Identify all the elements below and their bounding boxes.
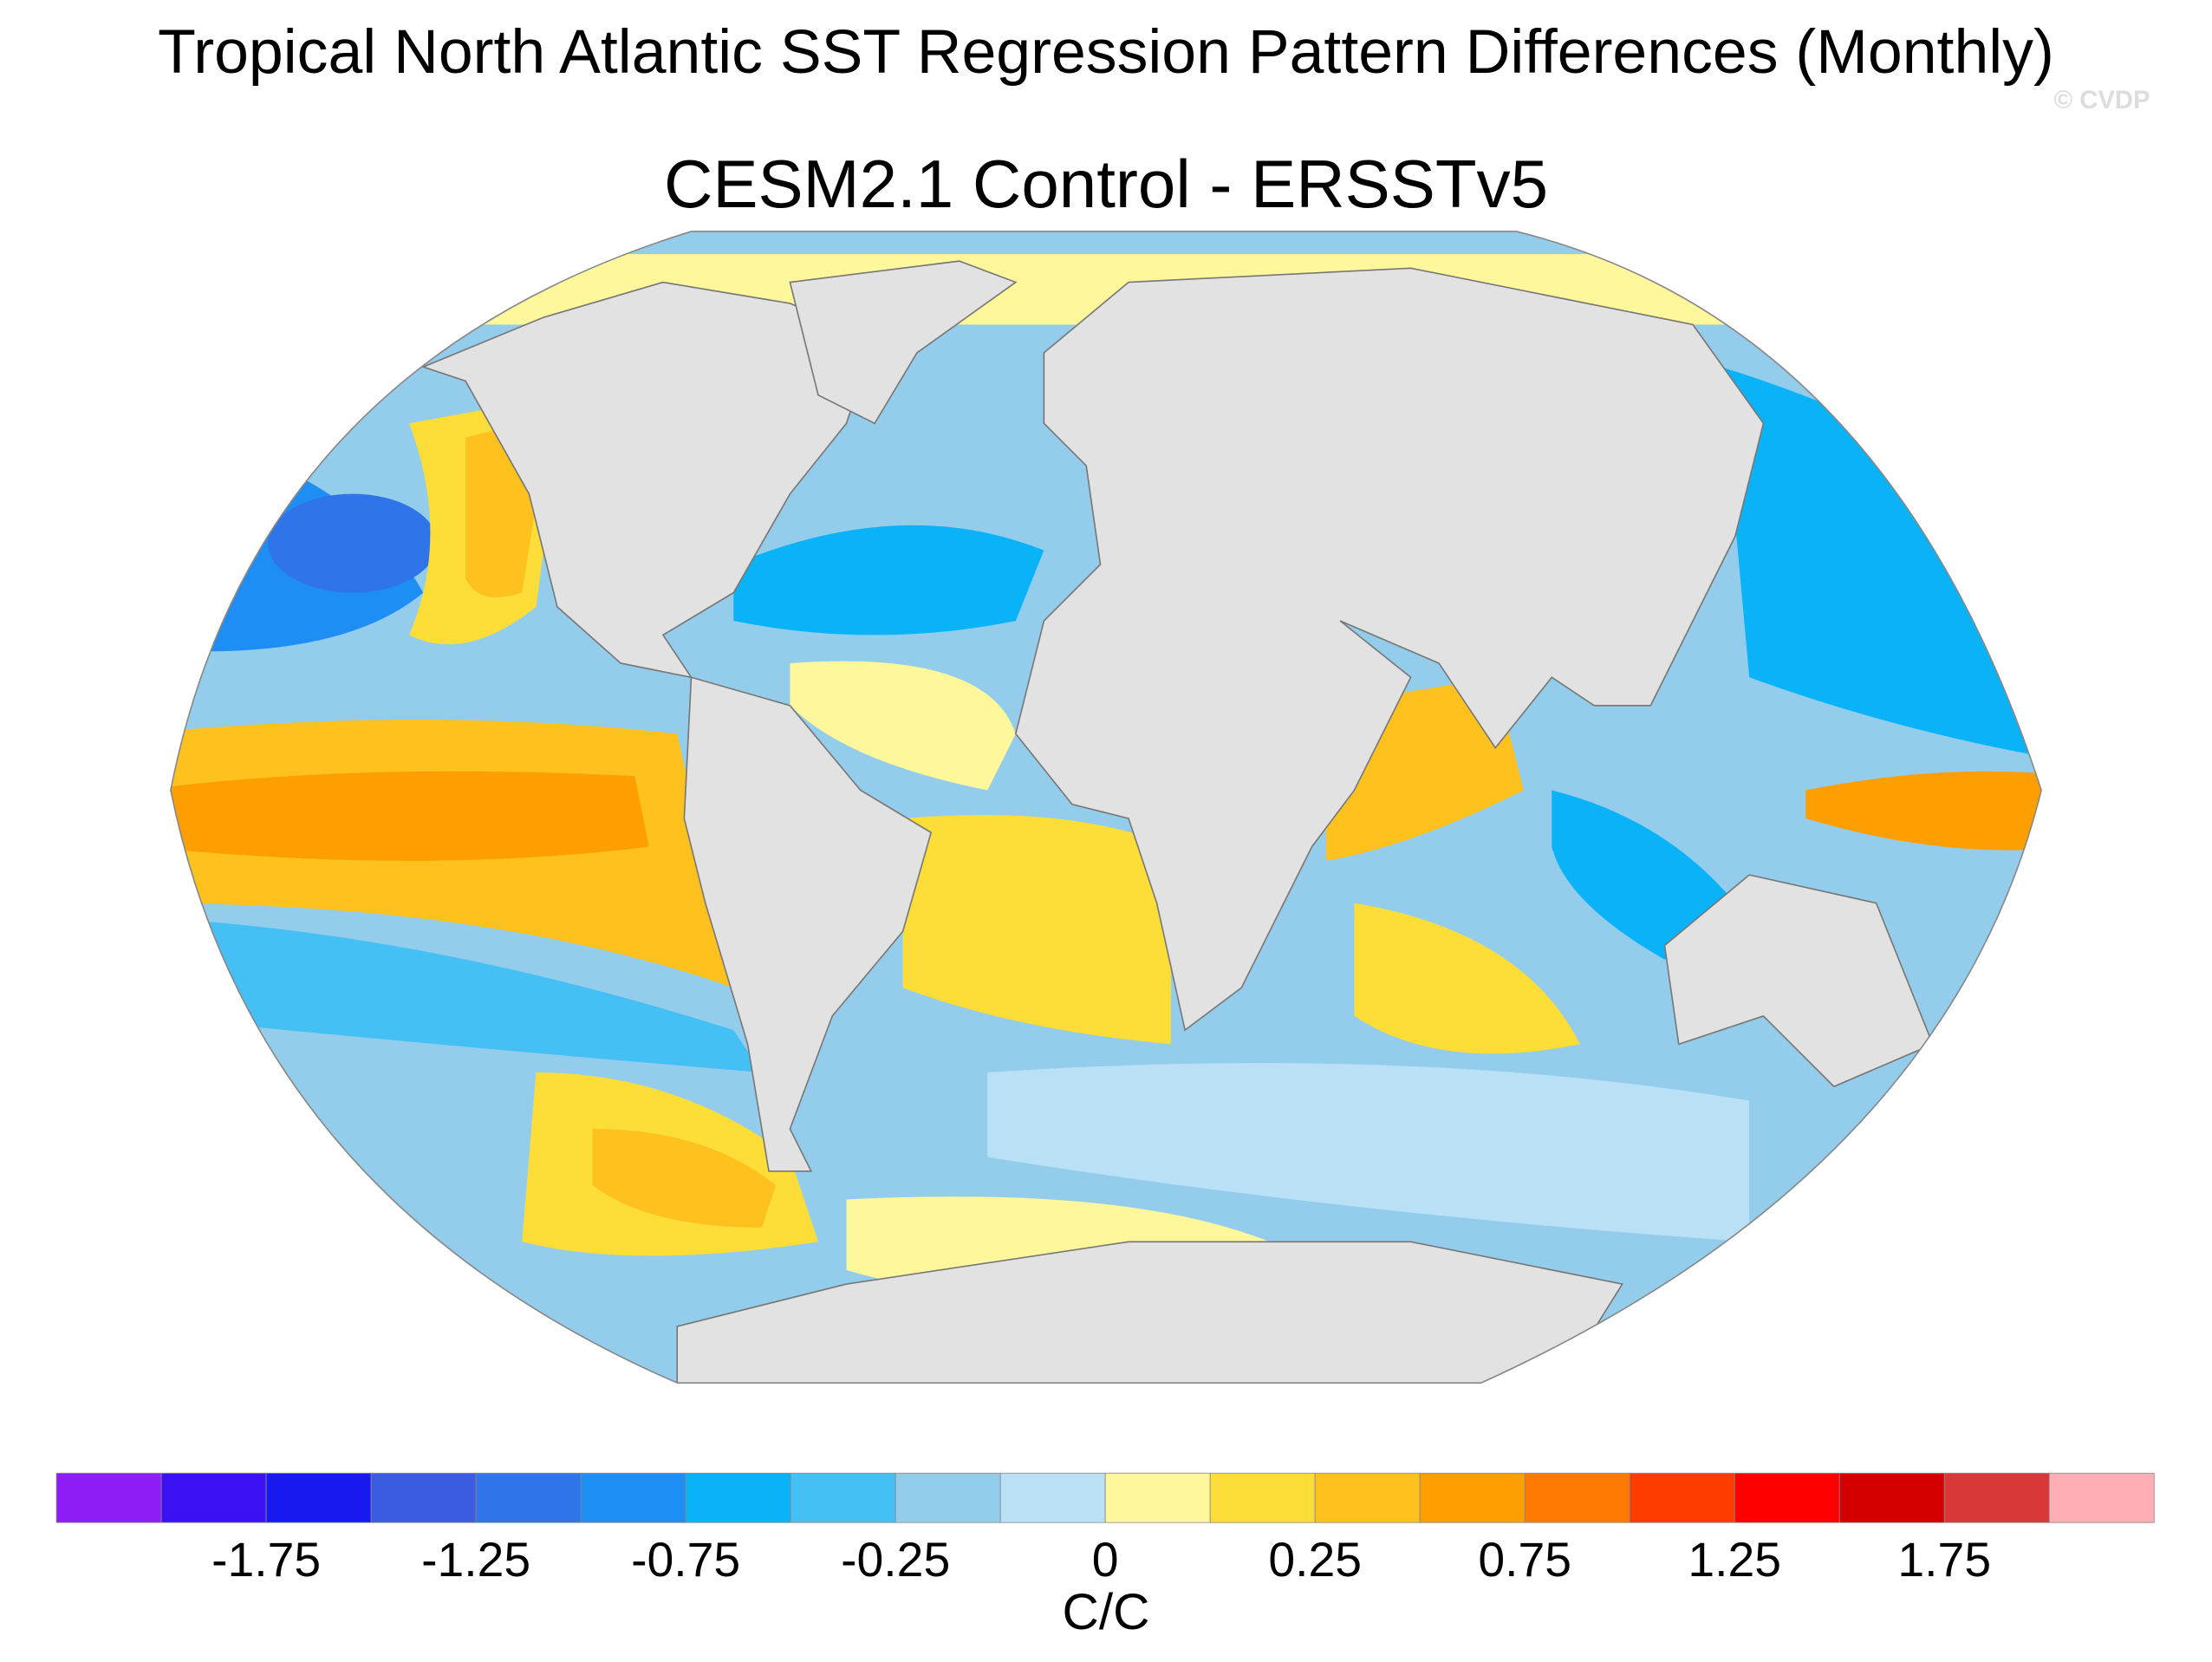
colorbar-tick-label: 1.25 bbox=[1688, 1533, 1781, 1587]
colorbar-tick-label: 0.75 bbox=[1478, 1533, 1571, 1587]
colorbar: -1.75 -1.25 -0.75 -0.25 0 0.25 0.75 1.25 1.75 bbox=[55, 1472, 2155, 1587]
colorbar-box bbox=[1419, 1472, 1526, 1523]
colorbar-tick-label: 0 bbox=[1092, 1533, 1119, 1587]
continent bbox=[676, 1241, 1623, 1384]
field-patch bbox=[170, 916, 762, 1072]
field-patch bbox=[1552, 790, 1735, 960]
map bbox=[170, 231, 2042, 1384]
continent bbox=[683, 676, 933, 1172]
title: Tropical North Atlantic SST Regression P… bbox=[158, 17, 2054, 87]
field-patch bbox=[790, 661, 1016, 791]
colorbar-box bbox=[2048, 1472, 2155, 1523]
colorbar-box bbox=[790, 1472, 896, 1523]
colorbar-box bbox=[685, 1472, 791, 1523]
colorbar-box bbox=[1314, 1472, 1421, 1523]
colorbar-tick-label: -0.25 bbox=[841, 1533, 950, 1587]
field-patch bbox=[170, 771, 649, 861]
colorbar-label: C/C bbox=[1063, 1584, 1150, 1640]
colorbar-tick-label: 1.75 bbox=[1897, 1533, 1991, 1587]
colorbar-tick-label: 0.25 bbox=[1268, 1533, 1362, 1587]
field-patch bbox=[268, 493, 438, 593]
colorbar-box bbox=[1104, 1472, 1211, 1523]
colorbar-box bbox=[1734, 1472, 1840, 1523]
colorbar-box bbox=[895, 1472, 1001, 1523]
colorbar-box bbox=[1838, 1472, 1945, 1523]
colorbar-box bbox=[55, 1472, 162, 1523]
colorbar-box bbox=[370, 1472, 477, 1523]
colorbar-tick-label: -1.25 bbox=[421, 1533, 530, 1587]
field-patch bbox=[1805, 771, 2042, 851]
colorbar-box bbox=[1943, 1472, 2050, 1523]
watermark: © CVDP bbox=[2054, 86, 2150, 114]
colorbar-box bbox=[1629, 1472, 1735, 1523]
colorbar-box bbox=[999, 1472, 1106, 1523]
continent bbox=[1014, 267, 1765, 1032]
colorbar-box bbox=[160, 1472, 267, 1523]
colorbar-box bbox=[580, 1472, 686, 1523]
field-patch bbox=[733, 525, 1044, 635]
colorbar-box bbox=[1209, 1472, 1316, 1523]
colorbar-box bbox=[265, 1472, 372, 1523]
colorbar-box bbox=[1524, 1472, 1630, 1523]
colorbar-tick-label: -0.75 bbox=[631, 1533, 740, 1587]
continent bbox=[1663, 874, 1934, 1088]
field-patch bbox=[1721, 367, 2042, 762]
colorbar-box bbox=[475, 1472, 582, 1523]
continent bbox=[789, 260, 1018, 425]
map-outline bbox=[170, 231, 2042, 1384]
field-patch bbox=[902, 814, 1171, 1045]
field-patch bbox=[987, 1063, 1750, 1242]
subtitle: CESM2.1 Control - ERSSTv5 bbox=[664, 146, 1548, 222]
field-patch bbox=[592, 1129, 777, 1229]
colorbar-tick-label: -1.75 bbox=[211, 1533, 321, 1587]
field-patch bbox=[1354, 903, 1580, 1054]
